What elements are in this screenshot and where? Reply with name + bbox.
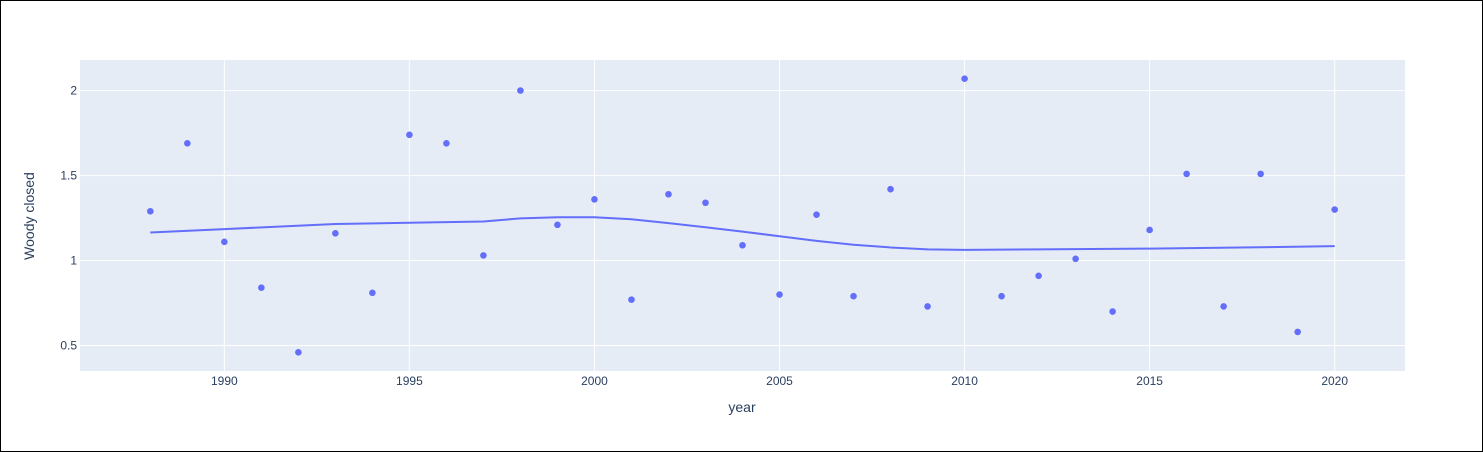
data-point xyxy=(850,292,857,300)
data-point xyxy=(1035,272,1042,280)
y-tick-label: 0.5 xyxy=(60,339,77,353)
data-point xyxy=(517,87,524,94)
x-tick-label: 2020 xyxy=(1321,374,1348,388)
data-point xyxy=(554,221,561,229)
data-point xyxy=(665,190,672,198)
data-point xyxy=(147,207,154,215)
trend-line-group xyxy=(150,216,1335,251)
data-point xyxy=(1294,328,1301,336)
data-point xyxy=(332,230,339,237)
data-point xyxy=(369,289,376,297)
y-axis-ticks: 0.5 1 1.5 2 xyxy=(60,84,77,353)
data-point xyxy=(998,292,1005,300)
data-point xyxy=(1183,170,1190,178)
data-point xyxy=(924,303,931,310)
x-axis-title: year xyxy=(728,399,756,415)
x-tick-label: 2005 xyxy=(766,374,793,388)
data-point xyxy=(1331,206,1338,213)
data-point xyxy=(739,241,746,249)
x-tick-label: 1995 xyxy=(396,374,423,388)
plot-background xyxy=(80,60,1405,371)
x-tick-label: 2000 xyxy=(581,374,608,388)
data-point xyxy=(1109,308,1116,315)
data-point xyxy=(887,185,894,193)
gridlines xyxy=(80,60,1405,371)
x-tick-label: 2010 xyxy=(951,374,978,388)
data-point xyxy=(258,284,265,292)
data-point xyxy=(406,131,413,139)
data-point xyxy=(1072,255,1079,263)
data-point xyxy=(295,349,302,356)
data-point xyxy=(813,211,820,218)
data-point xyxy=(628,296,635,303)
data-point xyxy=(591,196,598,203)
y-tick-label: 1 xyxy=(70,254,77,268)
y-axis-title: Woody closed xyxy=(21,172,37,260)
data-point xyxy=(702,199,709,207)
data-point xyxy=(221,238,228,246)
trend-line xyxy=(150,216,1335,251)
data-point xyxy=(1257,170,1264,178)
data-point xyxy=(961,75,968,82)
data-points xyxy=(147,75,1338,356)
data-point xyxy=(1220,303,1227,310)
x-tick-label: 2015 xyxy=(1136,374,1163,388)
data-point xyxy=(443,139,450,147)
x-axis-ticks: 1990 1995 2000 2005 2010 2015 2020 xyxy=(211,374,1348,388)
data-point xyxy=(776,291,783,298)
data-point xyxy=(184,139,191,147)
x-tick-label: 1990 xyxy=(211,374,238,388)
y-tick-label: 2 xyxy=(70,84,77,98)
data-point xyxy=(480,252,487,259)
data-point xyxy=(1146,226,1153,234)
y-tick-label: 1.5 xyxy=(60,169,77,183)
